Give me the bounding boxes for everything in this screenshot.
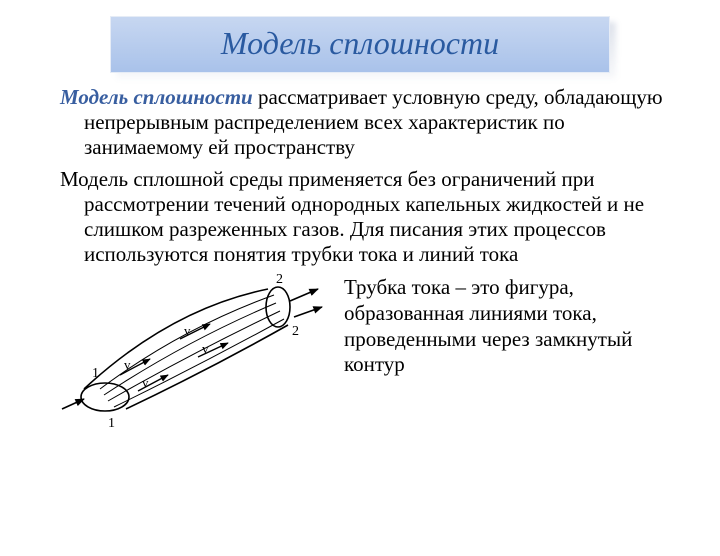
- svg-text:v: v: [202, 341, 209, 356]
- flow-tube-diagram: v v v v 1 1 2 2: [60, 269, 330, 439]
- para1-lead: Модель сплошности: [60, 85, 253, 109]
- svg-text:v: v: [124, 357, 131, 372]
- paragraph-3: Трубка тока – это фигура, образованная л…: [344, 269, 678, 377]
- svg-text:2: 2: [276, 272, 283, 287]
- paragraph-1: Модель сплошности рассматривает условную…: [60, 85, 678, 161]
- svg-text:v: v: [142, 375, 149, 390]
- title-container: Модель сплошности: [110, 16, 610, 73]
- svg-text:1: 1: [92, 366, 99, 381]
- svg-text:1: 1: [108, 416, 115, 431]
- page-title: Модель сплошности: [221, 25, 499, 61]
- title-bar: Модель сплошности: [110, 16, 610, 73]
- paragraph-2: Модель сплошной среды применяется без ог…: [60, 167, 678, 268]
- svg-text:v: v: [184, 323, 191, 338]
- svg-text:2: 2: [292, 324, 299, 339]
- content-area: Модель сплошности рассматривает условную…: [0, 85, 720, 439]
- lower-row: v v v v 1 1 2 2 Трубка тока – это фигура…: [60, 269, 678, 439]
